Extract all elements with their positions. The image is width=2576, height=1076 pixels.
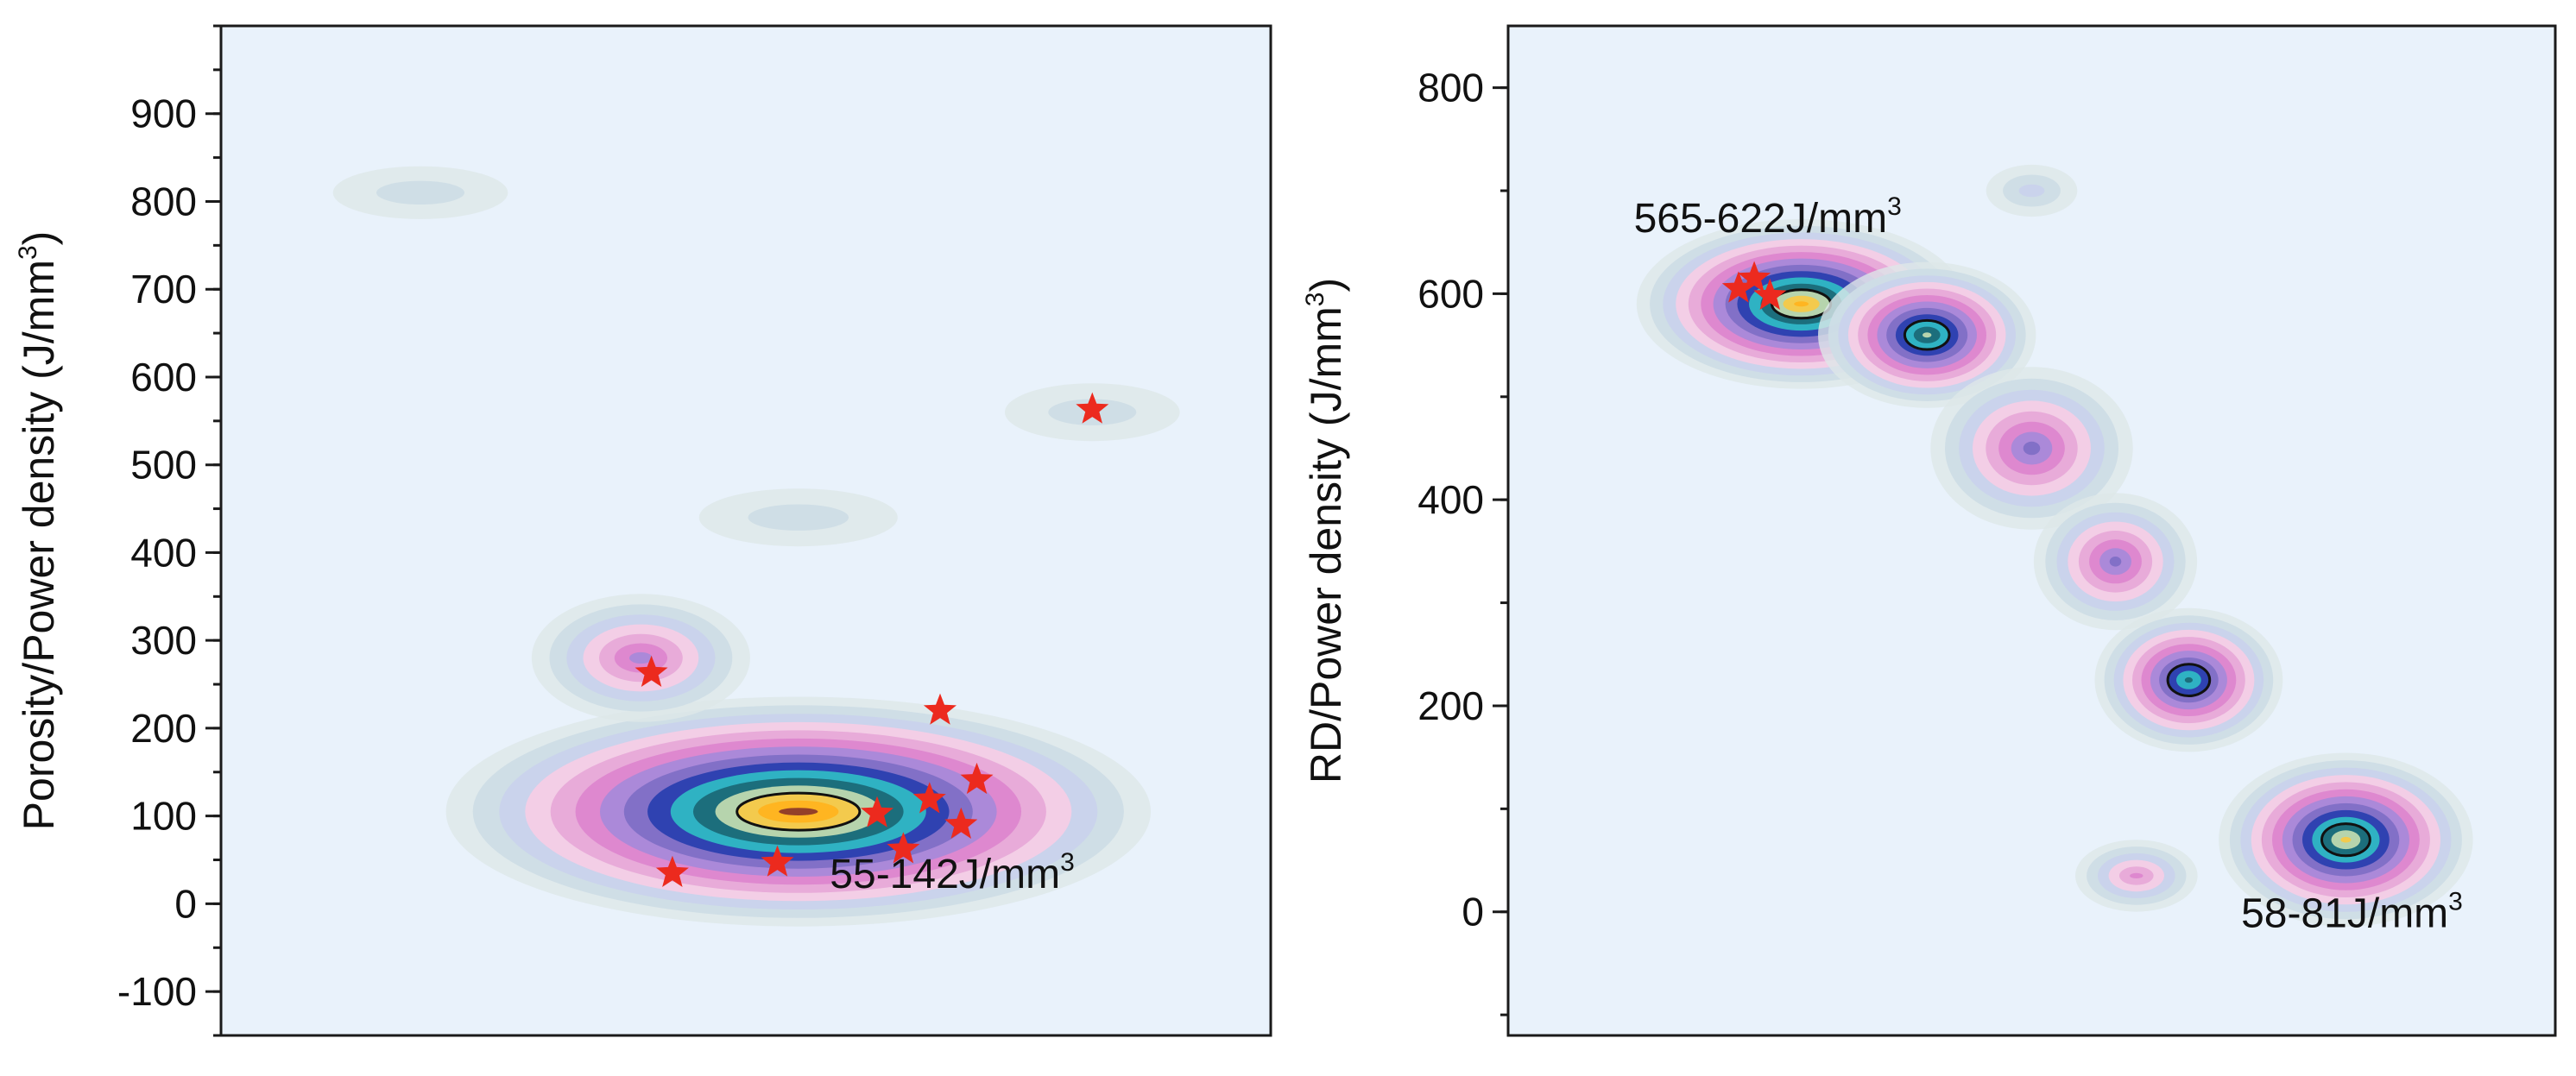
y-axis-title: Porosity/Power density (J/mm3) bbox=[14, 231, 63, 831]
star-marker-1 bbox=[1738, 261, 1771, 293]
y-tick-label: 600 bbox=[130, 355, 197, 400]
y-tick-label: 600 bbox=[1417, 271, 1484, 316]
y-tick-label: 900 bbox=[130, 91, 197, 136]
y-tick-label: 800 bbox=[1417, 66, 1484, 110]
contour-level-0-14 bbox=[779, 808, 818, 815]
contour-level-3-7 bbox=[2109, 557, 2122, 567]
star-marker-3 bbox=[861, 796, 893, 827]
y-tick-label: 700 bbox=[130, 267, 197, 311]
star-markers bbox=[1721, 261, 1787, 310]
y-tick-label: 500 bbox=[130, 443, 197, 488]
y-axis: -100 0 100 200 300 400 500 600 700 800 900 bbox=[117, 24, 1272, 1037]
y-tick-label: 800 bbox=[130, 179, 197, 223]
y-axis: 0 200 400 600 800 bbox=[1417, 24, 2557, 1037]
contour-line-0 bbox=[736, 791, 862, 832]
star-markers bbox=[635, 392, 1109, 887]
contour-line-1 bbox=[1903, 318, 1951, 351]
y-tick-label: 200 bbox=[130, 706, 197, 751]
y-tick-label: 200 bbox=[1417, 683, 1484, 728]
plot-frame bbox=[219, 24, 1272, 1037]
contour-line-4 bbox=[2166, 663, 2212, 697]
star-marker-0 bbox=[635, 655, 668, 687]
y-tick-label: 100 bbox=[130, 794, 197, 839]
contour-level-7-2 bbox=[2018, 184, 2045, 198]
contour-line-5 bbox=[2320, 822, 2371, 858]
annotation-energy-range: 55-142J/mm3 bbox=[830, 848, 1074, 897]
y-tick-label: 0 bbox=[1462, 890, 1484, 934]
contour-level-6-5 bbox=[2130, 872, 2144, 879]
star-marker-4 bbox=[887, 832, 920, 864]
star-marker-8 bbox=[960, 762, 994, 795]
contour-level-2-7 bbox=[2023, 441, 2041, 456]
contour-level-1-6 bbox=[629, 651, 653, 664]
star-marker-0 bbox=[1721, 271, 1755, 303]
star-marker-2 bbox=[1753, 278, 1787, 310]
y-axis-title: RD/Power density (J/mm3) bbox=[1301, 278, 1350, 783]
star-marker-7 bbox=[944, 807, 978, 839]
annotation-energy-range-bottom: 58-81J/mm3 bbox=[2241, 888, 2463, 937]
y-tick-label: -100 bbox=[117, 969, 197, 1014]
contour-level-1-11 bbox=[1923, 332, 1932, 338]
porosity-contour-panel: -100 0 100 200 300 400 500 600 700 800 900 Porosit… bbox=[14, 24, 1272, 1037]
star-marker-2 bbox=[761, 845, 794, 877]
star-marker-9 bbox=[1076, 392, 1109, 424]
star-marker-1 bbox=[655, 855, 689, 887]
rd-contour-panel: 0 200 400 600 800 RD/Power density (J/mm3) 5… bbox=[1301, 24, 2557, 1037]
y-tick-label: 400 bbox=[1417, 477, 1484, 522]
contour-level-3-1 bbox=[748, 504, 849, 531]
annotation-energy-range-top: 565-622J/mm3 bbox=[1634, 192, 1902, 242]
y-tick-label: 300 bbox=[130, 618, 197, 663]
contour-level-0-13 bbox=[1794, 301, 1809, 307]
star-marker-6 bbox=[923, 693, 957, 725]
star-marker-5 bbox=[912, 782, 946, 814]
plot-frame bbox=[1506, 24, 2557, 1037]
contour-fill-group bbox=[332, 166, 1180, 927]
y-tick-label: 0 bbox=[174, 881, 197, 926]
contour-level-2-1 bbox=[376, 180, 464, 205]
y-tick-label: 400 bbox=[130, 530, 197, 575]
contour-level-4-10 bbox=[2184, 676, 2193, 683]
contour-level-5-12 bbox=[2340, 836, 2352, 843]
contour-fill-group bbox=[1636, 164, 2473, 927]
